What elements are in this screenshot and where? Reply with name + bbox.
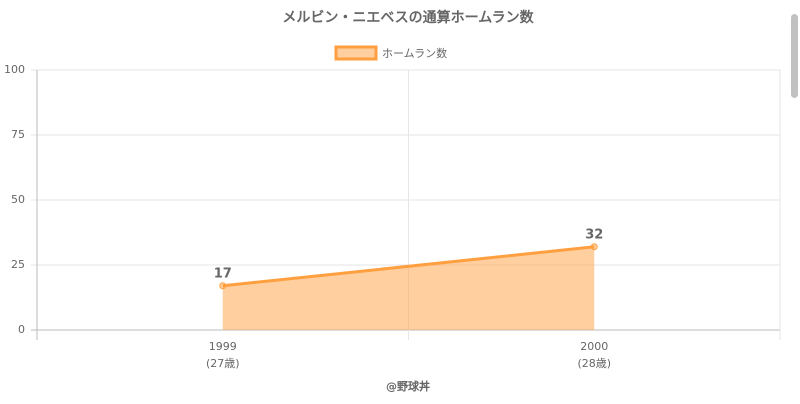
y-tick-label: 100 <box>4 63 25 76</box>
x-tick-label: 2000 <box>580 340 608 353</box>
x-tick-sublabel: (27歳) <box>206 357 240 370</box>
legend-swatch <box>334 45 378 61</box>
chart-title: メルビン・ニエベスの通算ホームラン数 <box>282 9 534 26</box>
data-label: 17 <box>214 266 232 281</box>
y-tick-label: 0 <box>18 323 25 336</box>
scrollbar[interactable] <box>791 14 798 98</box>
legend-label: ホームラン数 <box>382 47 447 60</box>
point <box>219 282 227 290</box>
x-tick-sublabel: (28歳) <box>577 357 611 370</box>
y-tick-label: 50 <box>11 193 25 206</box>
y-tick-label: 75 <box>11 128 25 141</box>
y-tick-label: 25 <box>11 258 25 271</box>
point <box>590 243 598 251</box>
line <box>222 245 595 288</box>
area <box>222 246 595 330</box>
x-axis-label: @野球丼 <box>386 379 430 393</box>
data-label: 32 <box>585 227 603 242</box>
x-tick-label: 1999 <box>209 340 237 353</box>
